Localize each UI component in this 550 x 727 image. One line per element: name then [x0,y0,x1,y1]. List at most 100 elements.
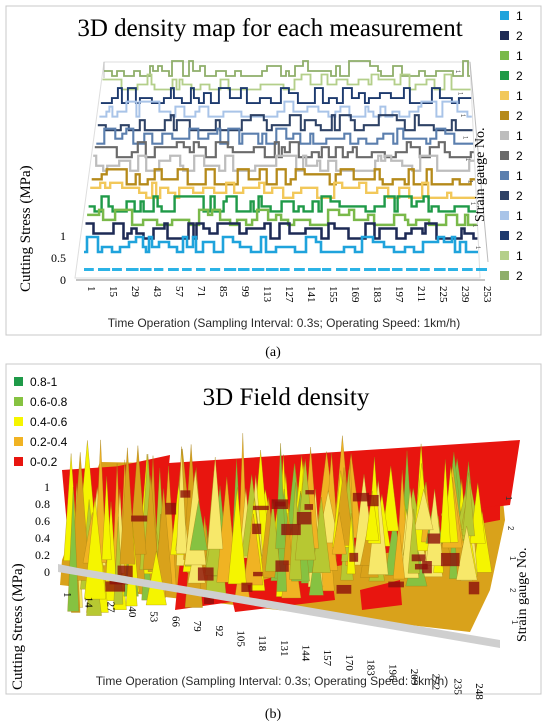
panel-b-legend: 0.8-1 0.6-0.8 0.4-0.6 0.2-0.4 0-0.2 [14,375,68,469]
panel-a-legend-swatch [500,131,509,140]
panel-a-legend-label: 2 [516,149,523,163]
panel-a-legend-swatch [500,171,509,180]
panel-b-legend-label: 0.6-0.8 [30,395,68,409]
panel-b-x-tick-label: 118 [256,635,268,652]
panel-b-surface-peak [129,445,147,555]
panel-b-surface [58,433,520,648]
panel-a-y-tick-label: 0.5 [51,251,66,265]
panel-a-z-tick-label: 1 [469,202,475,206]
panel-b-x-tick-label: 27 [104,602,116,614]
panel-a-legend: 1 2 1 2 1 2 1 2 1 2 1 2 1 2 1 1 1 1 1 1 1 1 1 [454,9,523,283]
panel-b-z-tick-label: 2 [506,526,515,531]
panel-a-floor-segment [182,268,192,271]
panel-b-y-ticks: 0 0.2 0.4 0.6 0.8 1 [35,480,50,579]
panel-a-series-line-11 [99,100,472,118]
panel-b-surface-peak [440,459,451,543]
panel-a-floor-segment [420,268,430,271]
panel-b-legend-swatch [14,377,23,386]
panel-b-y-tick-label: 0.8 [35,497,50,511]
panel-a-floor-segment [140,268,152,271]
panel-a-floor-segment [266,268,279,271]
panel-a-floor-segment [476,268,488,271]
panel-b-surface-peak [243,513,264,586]
panel-a-series-line-13 [102,73,471,91]
panel-b-z-label: Strain gauge No. [515,548,530,642]
panel-b-x-tick-label: 92 [213,626,225,637]
panel-b-x-tick-label: 235 [451,678,463,695]
panel-a-legend-label: 1 [516,49,523,63]
panel-a-z-tick-label: 1 [462,136,468,140]
panel-a-floor-segment [350,268,361,271]
panel-a-floor-segment [238,268,250,271]
panel-b-shadow-patch [275,560,289,572]
panel-a-legend-label: 1 [516,9,523,23]
panel-b-surface-peak [145,550,167,606]
panel-a-floor-segment [126,268,139,271]
panel-a-legend-swatch [500,71,509,80]
panel-b-x-tick-label: 66 [169,616,181,628]
panel-a-y-ticks: 00.51 [51,229,66,287]
panel-b-surface-peak [456,526,478,581]
panel-a-z-tick-label: 1 [454,70,460,74]
panel-a-x-tick-label: 141 [305,286,317,303]
panel-a-z-tick-label: 1 [457,92,463,96]
panel-b-legend-label: 0.8-1 [30,375,58,389]
panel-a-floor-segment [336,268,348,271]
panel-a-x-tick-label: 239 [459,286,471,303]
panel-a-legend-label: 2 [516,229,523,243]
panel-b-x-tick-label: 209 [408,669,420,686]
panel-b-shadow-patch [388,581,404,588]
panel-a-x-tick-label: 15 [107,286,119,298]
panel-b-surface-peak [392,523,405,580]
panel-b-shadow-patch [204,595,214,604]
panel-b-shadow-patch [296,511,312,525]
panel-b-x-tick-label: 196 [386,664,398,681]
panel-b-x-tick-label: 170 [343,654,355,671]
panel-b-legend-label: 0-0.2 [30,455,58,469]
panel-a-floor-segment [224,268,237,271]
panel-b-z-ticks: 1 2 1 2 1 [504,496,519,625]
panel-a-x-tick-label: 155 [327,286,339,303]
panel-b-shadow-patch [252,505,269,511]
panel-a-floor-segment [98,268,111,271]
panel-b-legend-swatch [14,417,23,426]
panel-b-legend-label: 0.4-0.6 [30,415,68,429]
panel-a-z-label: Strain gauge No. [473,128,488,222]
panel-a-3d-box [74,61,489,279]
panel-a-floor-segment [322,268,332,271]
panel-b-surface-peak [119,447,136,565]
panel-b-x-tick-label: 79 [191,621,203,633]
panel-a-series-line-1 [84,235,478,254]
panel-b-x-tick-label: 53 [148,611,160,623]
panel-a-y-tick-label: 1 [60,229,66,243]
panel-b-x-tick-label: 222 [430,674,442,691]
panel-b-z-tick-label: 1 [504,496,513,501]
panel-b-legend-label: 0.2-0.4 [30,435,68,449]
panel-a-floor-segment [308,268,321,271]
panel-b-shadow-patch [252,523,262,535]
panel-a-series-line-10 [97,114,473,132]
panel-a-floor-segment [210,268,221,271]
panel-b-surface-peak [67,486,79,612]
panel-b-x-tick-label: 131 [278,640,290,657]
panel-b-shadow-patch [349,552,359,562]
panel-a-legend-swatch [500,91,509,100]
panel-a-legend-swatch [500,211,509,220]
panel-a-legend-swatch [500,231,509,240]
panel-a-x-tick-label: 99 [239,286,251,298]
panel-b-shadow-patch [165,502,177,515]
panel-a-floor-segment [392,268,403,271]
panel-a-floor-segment [434,268,446,271]
panel-a-x-tick-label: 183 [371,286,383,303]
panel-a-floor-segment [378,268,390,271]
panel-a-series-line-4 [88,195,477,213]
panel-b-surface-peak [331,512,347,555]
panel-b-legend-swatch [14,437,23,446]
panel-a-series-line-12 [100,87,472,105]
panel-a-legend-label: 2 [516,109,523,123]
panel-b-z-tick-label: 1 [508,556,517,561]
panel-b-shadow-patch [197,567,214,581]
panel-a-x-tick-label: 197 [393,286,405,303]
panel-b-shadow-patch [180,490,191,498]
panel-b-shadow-patch [427,533,441,544]
